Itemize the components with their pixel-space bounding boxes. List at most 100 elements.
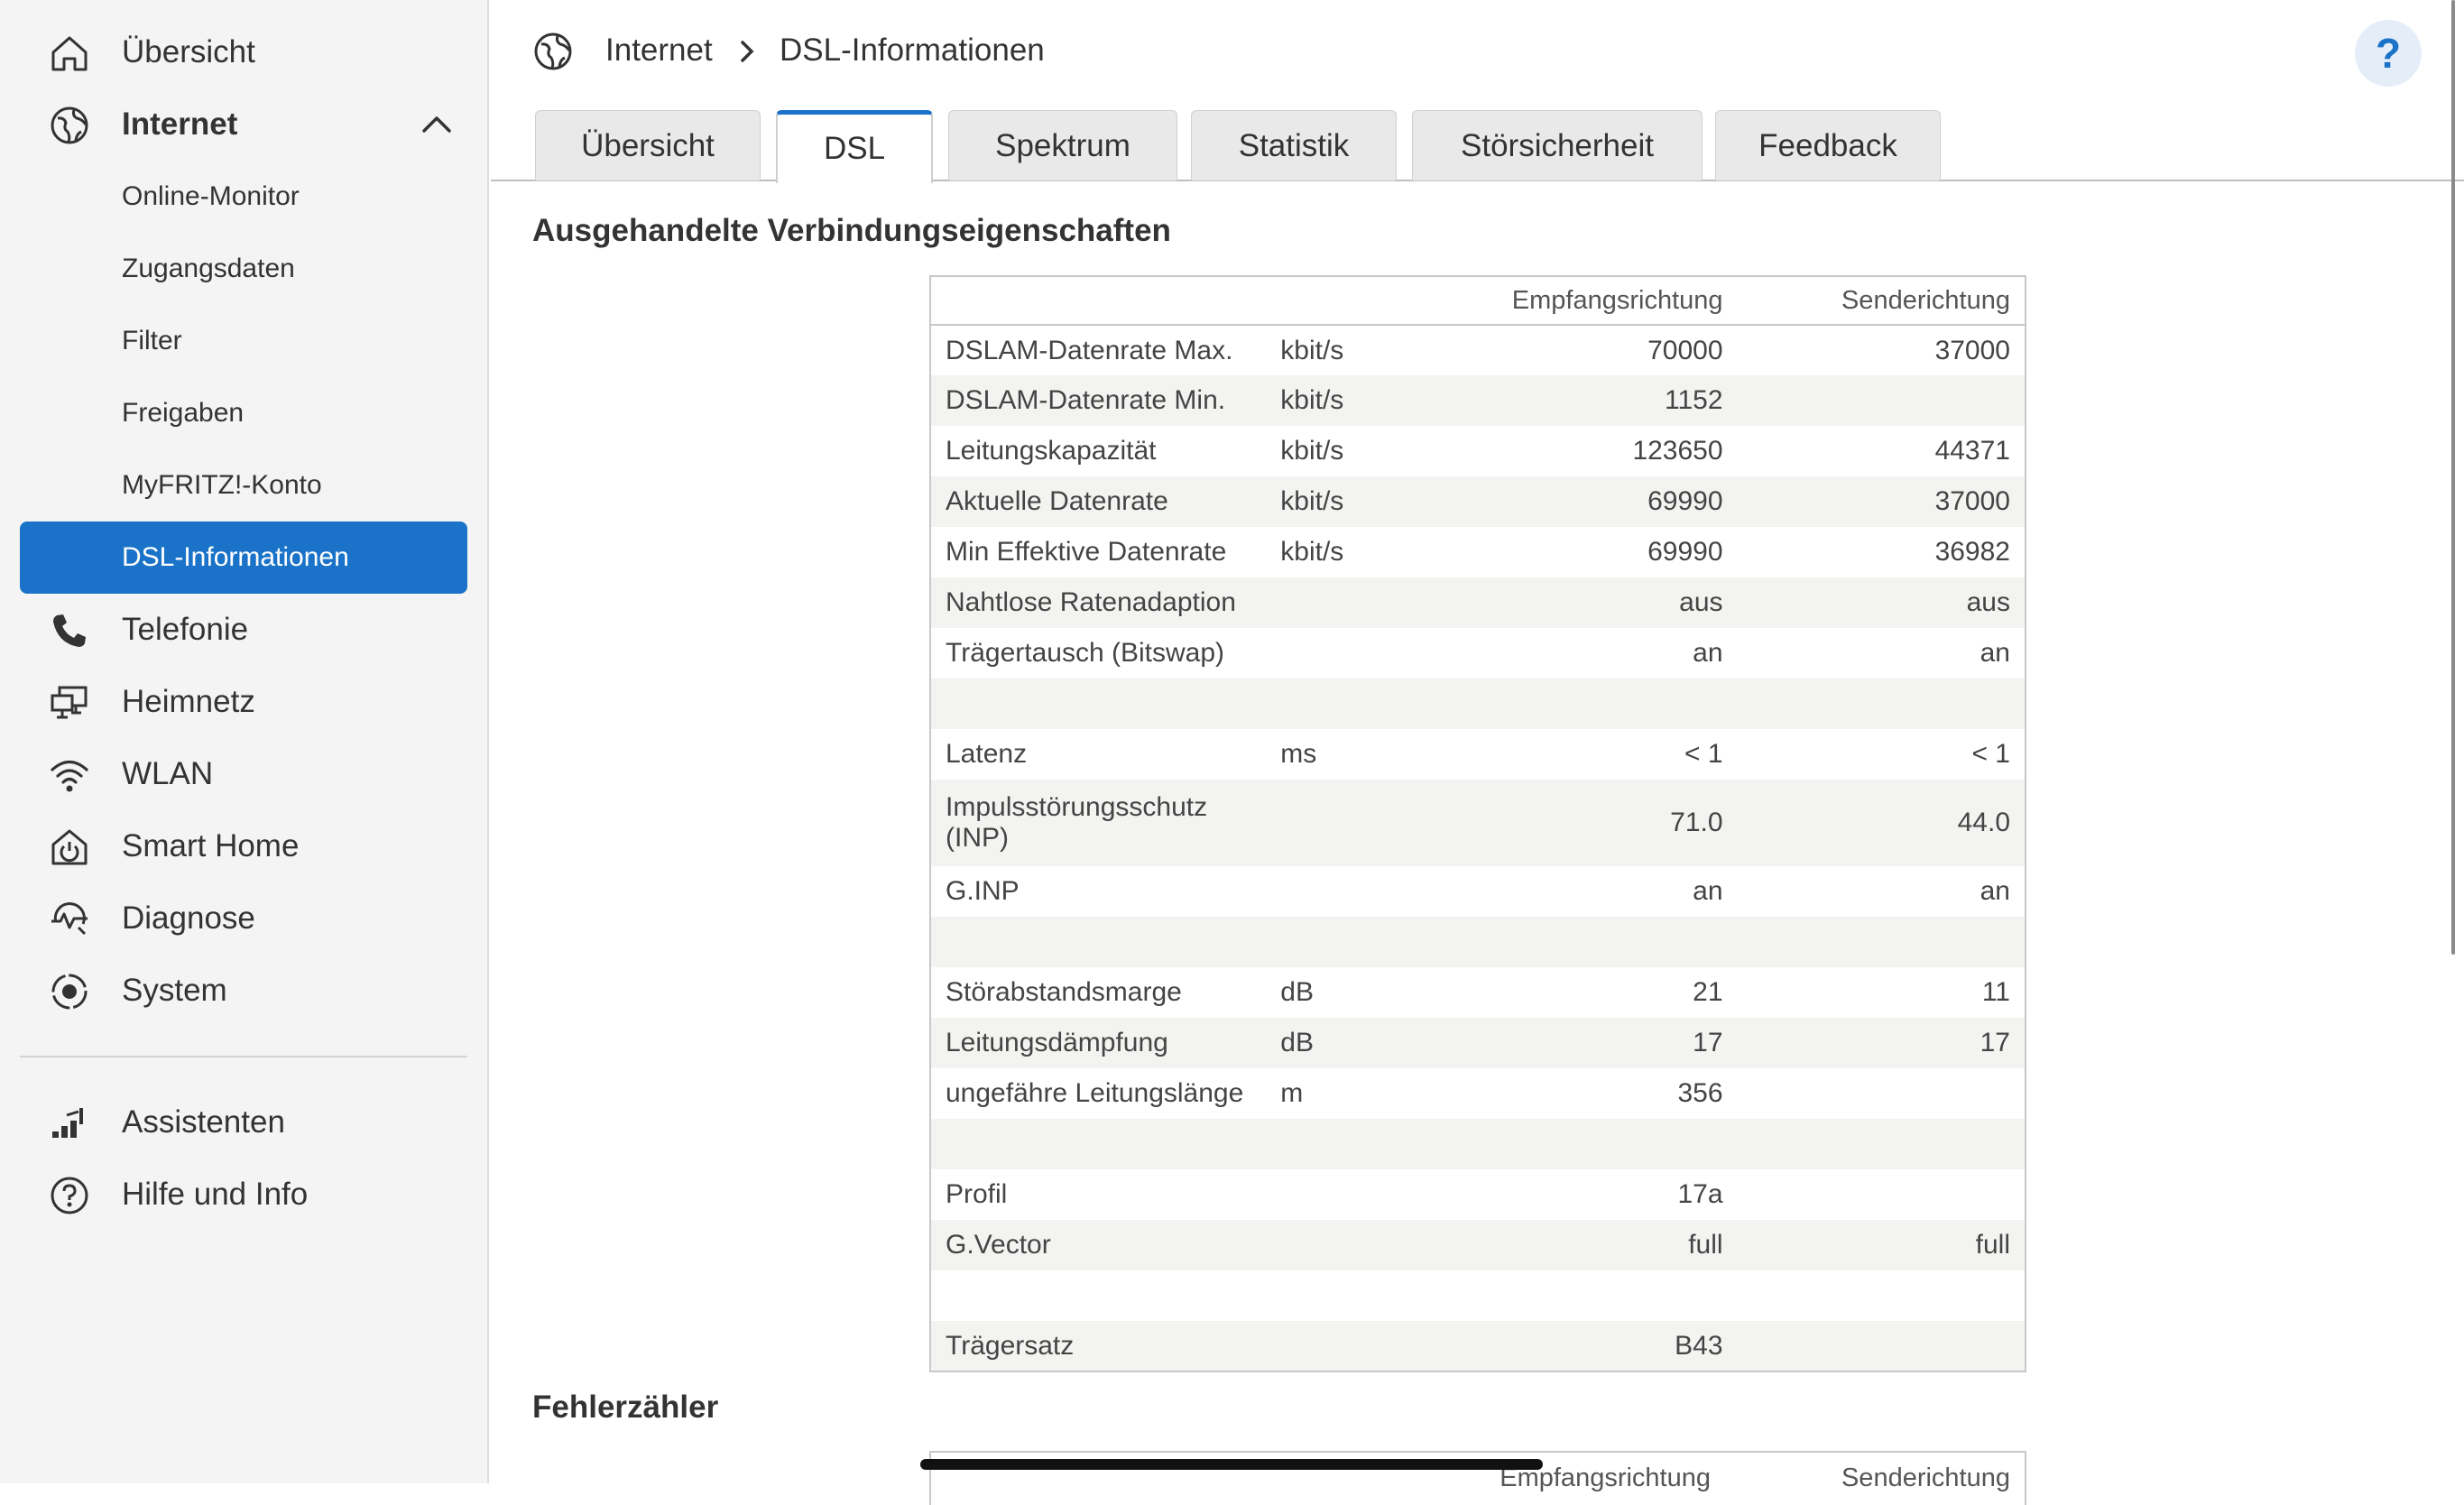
cell-unit: kbit/s bbox=[1280, 426, 1447, 476]
home-icon bbox=[49, 32, 90, 74]
main-content: Internet DSL-Informationen ? Übersicht D… bbox=[491, 0, 2464, 1505]
cell-senderichtung bbox=[1737, 1119, 2026, 1169]
wand-icon bbox=[49, 1103, 90, 1144]
table-spacer-row bbox=[930, 1270, 2026, 1321]
sidebar-divider bbox=[20, 1056, 467, 1057]
sidebar-item-label: Filter bbox=[122, 326, 182, 355]
cell-empfangsrichtung: < 1 bbox=[1446, 729, 1738, 780]
cell-senderichtung bbox=[1737, 375, 2026, 426]
cell-unit: kbit/s bbox=[1280, 527, 1447, 577]
sidebar-item-label: Zugangsdaten bbox=[122, 254, 295, 283]
cell-empfangsrichtung: 70000 bbox=[1446, 325, 1738, 375]
sidebar-item-dsl-informationen[interactable]: DSL-Informationen bbox=[20, 522, 467, 594]
cell-unit: kbit/s bbox=[1280, 325, 1447, 375]
cell-empfangsrichtung: 69990 bbox=[1446, 476, 1738, 527]
cell-unit bbox=[1280, 628, 1447, 679]
sidebar-item-myfritz-konto[interactable]: MyFRITZ!-Konto bbox=[20, 449, 467, 522]
tab-statistik[interactable]: Statistik bbox=[1191, 110, 1397, 180]
cell-unit: m bbox=[1280, 1068, 1447, 1119]
section-title-fehlerzaehler: Fehlerzähler bbox=[532, 1390, 719, 1425]
cell-unit bbox=[1280, 1119, 1447, 1169]
sidebar-item-label: System bbox=[122, 973, 227, 1008]
table-spacer-row bbox=[930, 917, 2026, 967]
cell-senderichtung: an bbox=[1737, 866, 2026, 917]
cell-senderichtung: 11 bbox=[1737, 967, 2026, 1018]
table-row: Latenz ms < 1 < 1 bbox=[930, 729, 2026, 780]
tab-stoersicherheit[interactable]: Störsicherheit bbox=[1412, 110, 1703, 180]
cell-unit bbox=[1280, 577, 1447, 628]
table-row: Störabstandsmarge dB 21 11 bbox=[930, 967, 2026, 1018]
cell-name: Profil bbox=[930, 1169, 1281, 1220]
globe-icon bbox=[532, 31, 574, 72]
help-button[interactable]: ? bbox=[2355, 20, 2422, 87]
sidebar-item-label: Diagnose bbox=[122, 900, 255, 936]
cell-name: Leitungskapazität bbox=[930, 426, 1281, 476]
cell-senderichtung: an bbox=[1737, 628, 2026, 679]
sidebar-item-diagnose[interactable]: Diagnose bbox=[20, 882, 467, 955]
cell-senderichtung: aus bbox=[1737, 577, 2026, 628]
cell-empfangsrichtung bbox=[1446, 917, 1738, 967]
sidebar-item-internet[interactable]: Internet bbox=[20, 88, 467, 161]
table-row: Profil 17a bbox=[930, 1169, 2026, 1220]
cell-name: Trägersatz bbox=[930, 1321, 1281, 1371]
table-row: Trägersatz B43 bbox=[930, 1321, 2026, 1371]
header-unit bbox=[1280, 276, 1447, 326]
tab-dsl[interactable]: DSL bbox=[776, 110, 933, 183]
cell-empfangsrichtung: 123650 bbox=[1446, 426, 1738, 476]
system-icon bbox=[49, 971, 90, 1012]
cell-unit bbox=[1280, 1220, 1447, 1270]
tab-bar-divider bbox=[491, 180, 2464, 181]
sidebar-item-telefonie[interactable]: Telefonie bbox=[20, 594, 467, 666]
cell-senderichtung bbox=[1737, 1321, 2026, 1371]
section-title-verbindungseigenschaften: Ausgehandelte Verbindungseigenschaften bbox=[532, 213, 1171, 248]
tab-spektrum[interactable]: Spektrum bbox=[948, 110, 1177, 180]
diagnose-icon bbox=[49, 899, 90, 940]
cell-senderichtung: 37000 bbox=[1737, 476, 2026, 527]
cell-empfangsrichtung: 17a bbox=[1446, 1169, 1738, 1220]
cell-empfangsrichtung: 17 bbox=[1446, 1018, 1738, 1068]
scrollbar[interactable] bbox=[2451, 0, 2455, 955]
sidebar-item-label: DSL-Informationen bbox=[122, 542, 349, 572]
sidebar-item-hilfe-und-info[interactable]: Hilfe und Info bbox=[20, 1159, 467, 1231]
sidebar-item-filter[interactable]: Filter bbox=[20, 305, 467, 377]
cell-name: Störabstandsmarge bbox=[930, 967, 1281, 1018]
sidebar-item-online-monitor[interactable]: Online-Monitor bbox=[20, 161, 467, 233]
cell-unit: dB bbox=[1280, 1018, 1447, 1068]
sidebar-item-assistenten[interactable]: Assistenten bbox=[20, 1086, 467, 1159]
cell-empfangsrichtung: 71.0 bbox=[1446, 780, 1738, 866]
cell-senderichtung bbox=[1737, 679, 2026, 729]
table-row: Leitungsdämpfung dB 17 17 bbox=[930, 1018, 2026, 1068]
sidebar-item-heimnetz[interactable]: Heimnetz bbox=[20, 666, 467, 738]
table-row: Trägertausch (Bitswap) an an bbox=[930, 628, 2026, 679]
cell-unit: kbit/s bbox=[1280, 375, 1447, 426]
breadcrumb-internet[interactable]: Internet bbox=[605, 32, 713, 68]
cell-senderichtung: 36982 bbox=[1737, 527, 2026, 577]
sidebar-item-system[interactable]: System bbox=[20, 955, 467, 1027]
sidebar-item-zugangsdaten[interactable]: Zugangsdaten bbox=[20, 233, 467, 305]
cell-name bbox=[930, 917, 1281, 967]
cell-unit bbox=[1280, 917, 1447, 967]
tab-uebersicht[interactable]: Übersicht bbox=[535, 110, 761, 180]
home-indicator bbox=[920, 1459, 1543, 1470]
connection-properties-table: Empfangsrichtung Senderichtung DSLAM-Dat… bbox=[929, 275, 2026, 1372]
sidebar-item-label: Telefonie bbox=[122, 612, 249, 647]
table-row: Nahtlose Ratenadaption aus aus bbox=[930, 577, 2026, 628]
chevron-up-icon[interactable] bbox=[419, 106, 455, 143]
sidebar-item-uebersicht[interactable]: Übersicht bbox=[20, 16, 467, 88]
cell-empfangsrichtung: an bbox=[1446, 628, 1738, 679]
cell-senderichtung bbox=[1737, 1270, 2026, 1321]
table-spacer-row bbox=[930, 679, 2026, 729]
cell-senderichtung: 37000 bbox=[1737, 325, 2026, 375]
cell-name: Leitungsdämpfung bbox=[930, 1018, 1281, 1068]
sidebar-item-freigaben[interactable]: Freigaben bbox=[20, 377, 467, 449]
phone-icon bbox=[49, 610, 90, 651]
sidebar-item-label: Smart Home bbox=[122, 828, 300, 863]
table-row: Min Effektive Datenrate kbit/s 69990 36982 bbox=[930, 527, 2026, 577]
cell-senderichtung: full bbox=[1737, 1220, 2026, 1270]
tab-feedback[interactable]: Feedback bbox=[1715, 110, 1941, 180]
cell-senderichtung bbox=[1737, 1068, 2026, 1119]
sidebar-item-wlan[interactable]: WLAN bbox=[20, 738, 467, 810]
sidebar-item-smart-home[interactable]: Smart Home bbox=[20, 810, 467, 882]
header-empfangsrichtung: Empfangsrichtung bbox=[1446, 276, 1738, 326]
sidebar-item-label: Assistenten bbox=[122, 1104, 285, 1140]
